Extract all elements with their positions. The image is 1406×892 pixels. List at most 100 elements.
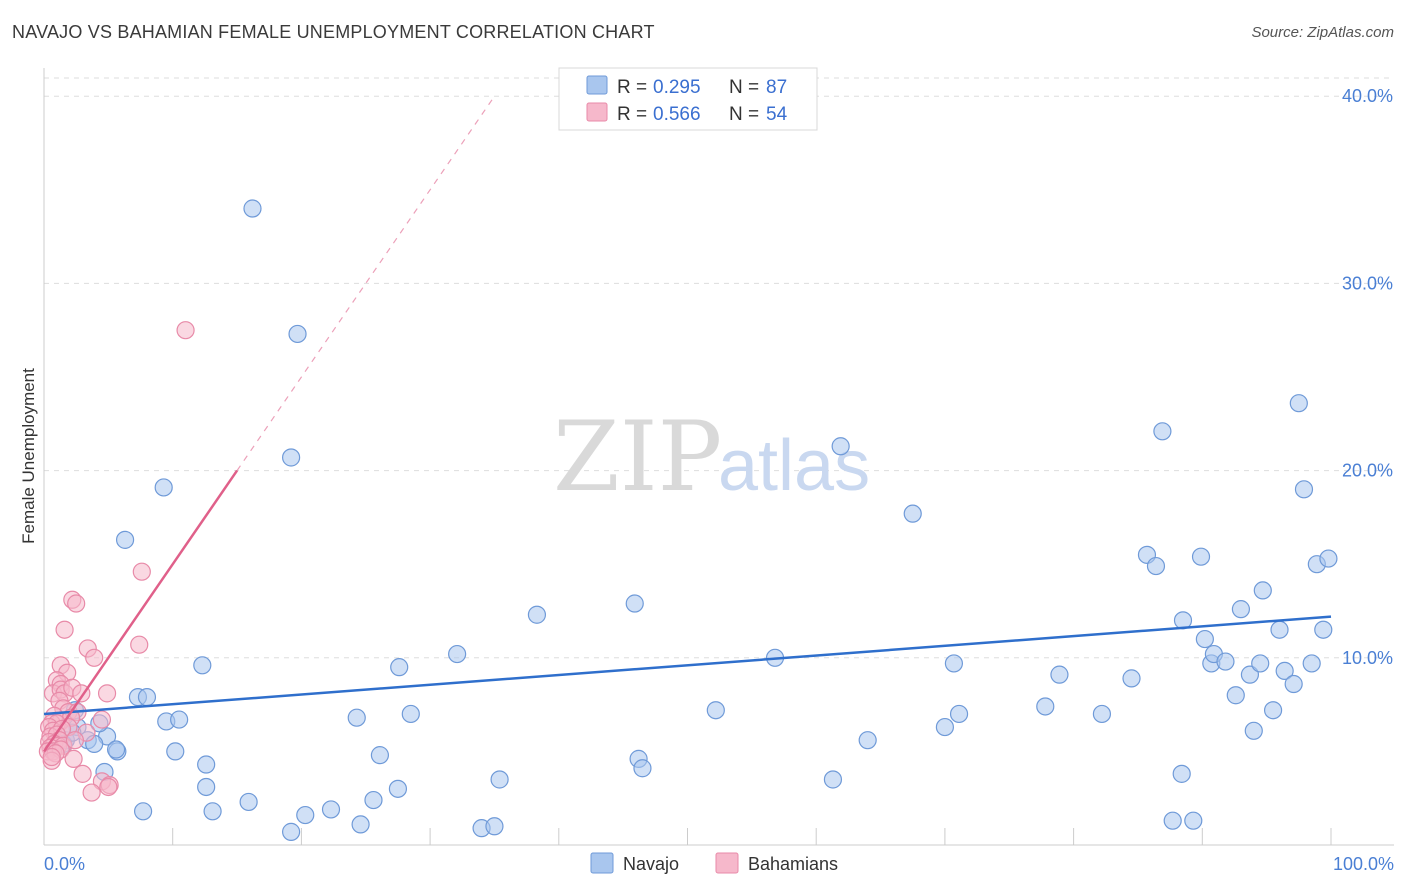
navajo-point — [364, 790, 383, 810]
grid — [44, 77, 1394, 659]
legend-box: R = 0.295 N = 87 R = 0.566 N = 54 — [558, 67, 818, 131]
navajo-point — [133, 802, 153, 821]
y-tick-label: 30.0% — [1342, 273, 1393, 293]
navajo-point — [166, 742, 185, 761]
navajo-point — [282, 822, 301, 841]
navajo-point — [1251, 654, 1270, 673]
navajo-point — [1231, 600, 1251, 619]
navajo-point — [370, 746, 390, 765]
navajo-point — [949, 704, 969, 724]
navajo-point — [1270, 620, 1289, 639]
navajo-point — [1294, 480, 1314, 499]
y-tick-label: 20.0% — [1342, 461, 1393, 481]
bahamian-trendline-extension — [236, 95, 495, 471]
y-tick-label: 40.0% — [1342, 86, 1393, 106]
navajo-point — [1050, 665, 1069, 684]
navajo-point — [1153, 422, 1172, 441]
bahamian-point — [42, 747, 61, 767]
watermark-atlas: atlas — [718, 426, 870, 506]
navajo-point — [1195, 629, 1214, 649]
legend-bahamian-n-value: 54 — [766, 104, 788, 125]
navajo-point — [1244, 721, 1263, 740]
navajo-point — [1284, 674, 1303, 694]
bottom-legend-swatch-navajo — [590, 852, 614, 874]
navajo-point — [1036, 697, 1055, 716]
navajo-point — [1226, 686, 1245, 705]
bahamian-points — [38, 321, 195, 802]
y-axis-title: Female Unemployment — [19, 368, 38, 544]
bahamian-point — [67, 594, 86, 613]
y-tick-labels: 10.0% 20.0% 30.0% 40.0% — [1342, 86, 1393, 668]
bahamian-point — [97, 684, 117, 703]
navajo-point — [115, 530, 135, 549]
navajo-point — [401, 704, 420, 724]
bottom-legend-navajo: Navajo — [623, 854, 679, 874]
navajo-point — [1122, 669, 1141, 688]
navajo-point — [858, 731, 877, 750]
bahamian-point — [64, 749, 83, 768]
navajo-point — [1319, 549, 1338, 568]
navajo-trendline — [43, 615, 1332, 716]
navajo-point — [203, 802, 222, 821]
navajo-point — [1184, 811, 1203, 830]
navajo-point — [1146, 556, 1166, 576]
navajo-point — [1289, 394, 1308, 413]
navajo-point — [448, 644, 467, 664]
chart-title: NAVAJO VS BAHAMIAN FEMALE UNEMPLOYMENT C… — [12, 22, 655, 42]
legend-navajo-n-value: 87 — [766, 77, 787, 98]
bahamian-trendline — [42, 469, 239, 753]
navajo-point — [390, 658, 409, 677]
watermark-zip: ZIP — [553, 401, 722, 513]
legend-bahamian-r-label: R = — [617, 104, 647, 125]
navajo-point — [633, 759, 652, 778]
navajo-point — [1216, 652, 1235, 671]
legend-swatch-bahamian — [586, 102, 608, 122]
navajo-points — [54, 199, 1338, 841]
navajo-point — [935, 717, 955, 737]
bahamian-point — [176, 321, 195, 340]
navajo-point — [527, 605, 547, 624]
navajo-point — [1172, 764, 1191, 783]
x-tick-label: 100.0% — [1333, 854, 1394, 874]
navajo-point — [1314, 620, 1333, 639]
bahamian-point — [55, 620, 74, 639]
navajo-point — [1092, 704, 1112, 724]
navajo-point — [490, 770, 509, 789]
navajo-point — [1240, 665, 1260, 684]
navajo-point — [154, 478, 173, 497]
navajo-point — [1163, 811, 1182, 830]
navajo-point — [485, 817, 504, 836]
navajo-point — [625, 594, 644, 613]
x-ticks — [43, 828, 1332, 845]
legend-bahamian-r-value: 0.566 — [653, 104, 701, 125]
bahamian-point — [82, 783, 101, 802]
navajo-point — [239, 792, 258, 812]
navajo-point — [288, 324, 307, 344]
navajo-point — [106, 740, 126, 759]
bahamian-point — [132, 562, 151, 581]
legend-navajo-r-value: 0.295 — [653, 77, 701, 98]
navajo-point — [170, 710, 189, 729]
watermark: ZIP atlas — [553, 401, 870, 513]
legend-navajo-n-label: N = — [729, 77, 759, 98]
legend-navajo-r-label: R = — [617, 77, 647, 98]
source-label: Source: ZipAtlas.com — [1251, 24, 1394, 41]
navajo-point — [1191, 547, 1211, 566]
navajo-point — [823, 770, 843, 789]
navajo-point — [137, 688, 157, 707]
navajo-point — [321, 800, 341, 819]
bottom-legend-bahamians: Bahamians — [748, 854, 838, 874]
navajo-point — [1253, 581, 1272, 600]
x-tick-label: 0.0% — [44, 854, 85, 874]
bottom-legend: Navajo Bahamians — [590, 852, 838, 874]
legend-swatch-navajo — [586, 75, 608, 95]
bahamian-point — [65, 731, 84, 750]
navajo-point — [243, 199, 262, 218]
navajo-point — [197, 755, 216, 774]
navajo-point — [903, 504, 922, 523]
navajo-point — [351, 815, 370, 834]
navajo-point — [831, 437, 850, 456]
trendlines — [42, 95, 1332, 753]
bahamian-point — [92, 710, 112, 729]
bahamian-point — [73, 764, 92, 783]
